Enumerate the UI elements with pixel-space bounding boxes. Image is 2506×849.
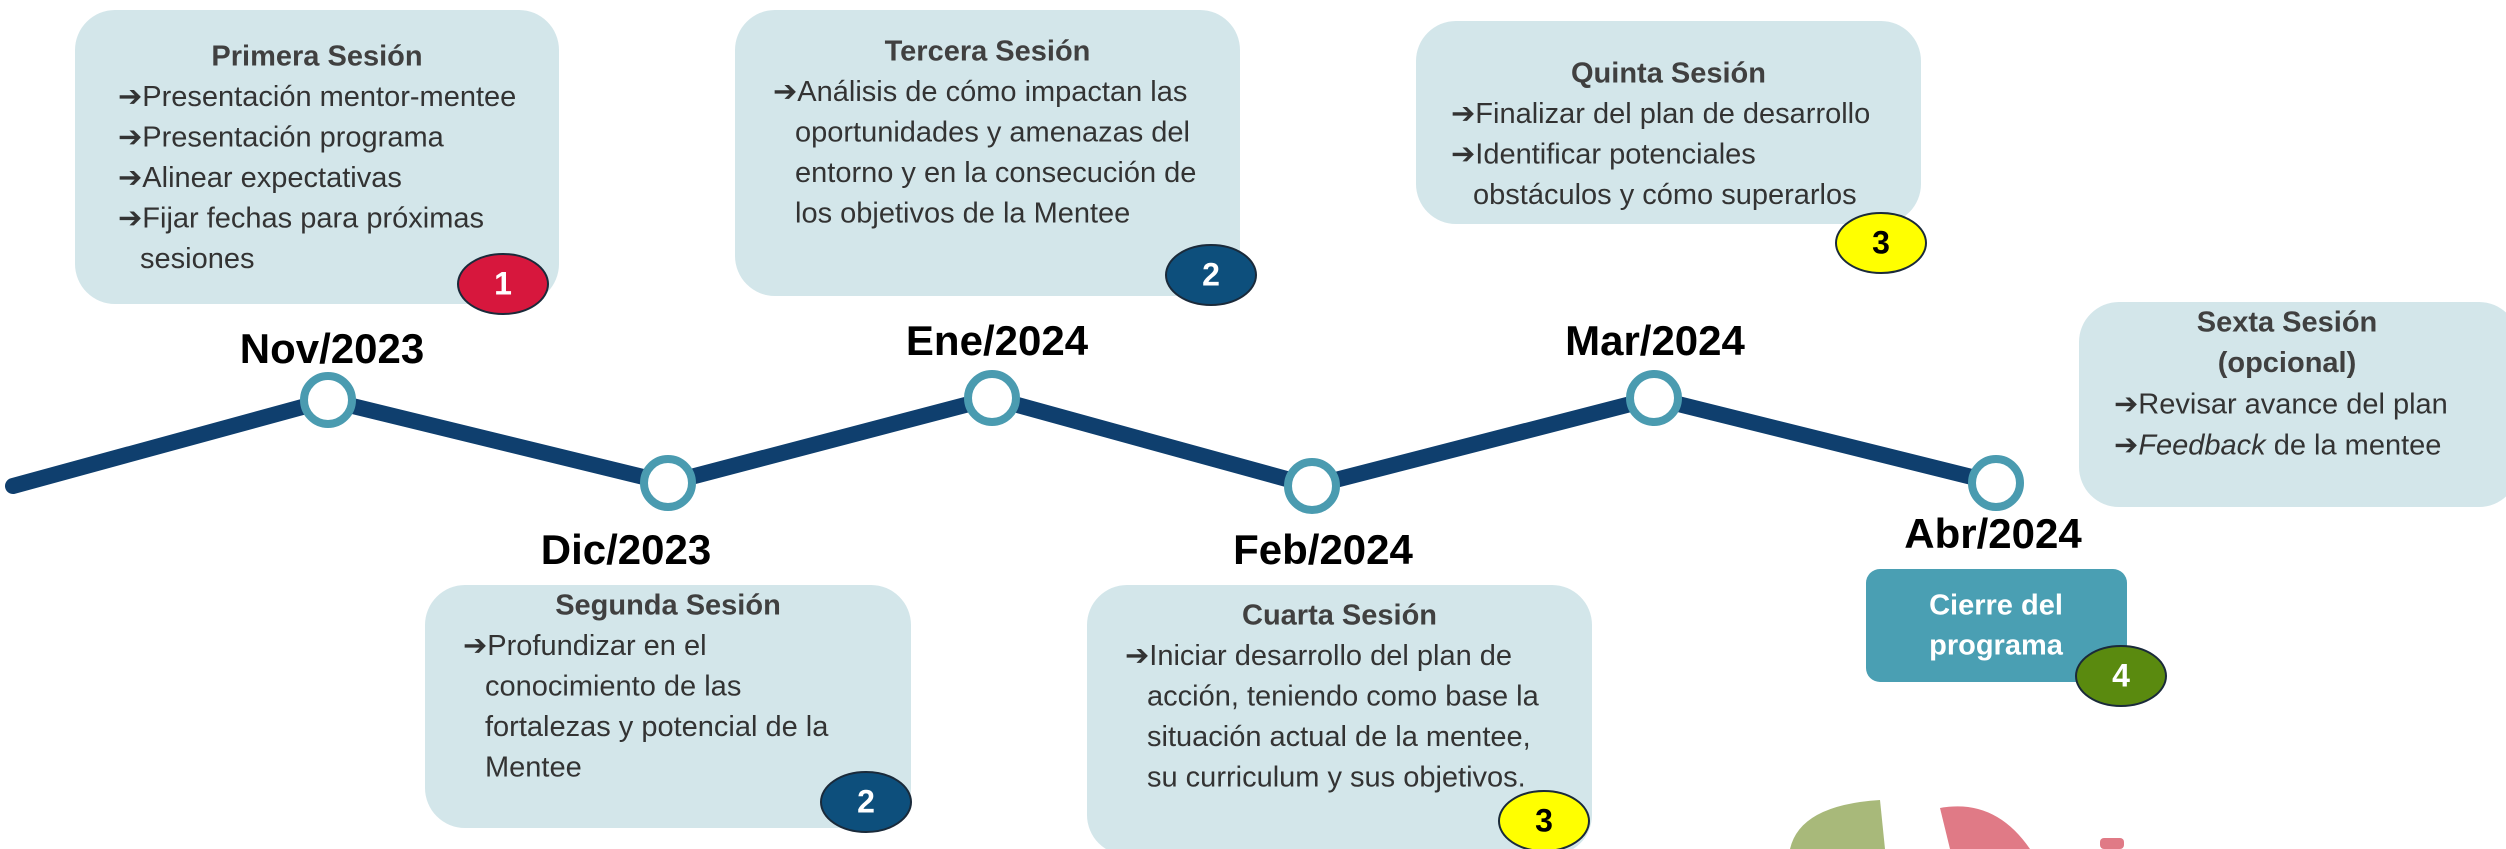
decoration bbox=[1790, 800, 1885, 849]
decoration bbox=[1940, 806, 2030, 849]
milestone bbox=[1284, 458, 1340, 514]
badge-number: 2 bbox=[857, 783, 875, 819]
session-item: Mentee bbox=[485, 752, 582, 784]
date-label: Ene/2024 bbox=[906, 317, 1089, 364]
session-item: conocimiento de las bbox=[485, 671, 741, 703]
session-item: ➔Identificar potenciales bbox=[1451, 139, 1756, 171]
badge bbox=[1835, 212, 1927, 274]
emphasis: Feedback bbox=[2138, 429, 2267, 461]
badge-number: 3 bbox=[1872, 224, 1890, 260]
badge-number: 1 bbox=[494, 265, 512, 301]
badge-number: 2 bbox=[1202, 256, 1220, 292]
session-title: Quinta Sesión bbox=[1571, 58, 1766, 90]
milestone bbox=[300, 372, 356, 428]
session-item: ➔Finalizar del plan de desarrollo bbox=[1451, 98, 1870, 130]
badge bbox=[2075, 645, 2167, 707]
session-title: Segunda Sesión bbox=[555, 590, 781, 622]
date-label: Feb/2024 bbox=[1233, 526, 1413, 573]
session-box bbox=[1087, 585, 1592, 849]
session-item: fortalezas y potencial de la bbox=[485, 711, 829, 743]
session-item: ➔Fijar fechas para próximas bbox=[118, 203, 484, 235]
badge bbox=[1165, 244, 1257, 306]
date-label: Abr/2024 bbox=[1904, 510, 2082, 557]
session-item: entorno y en la consecución de bbox=[795, 157, 1196, 189]
badge-number: 4 bbox=[2112, 657, 2130, 693]
session-title: (opcional) bbox=[2218, 347, 2357, 379]
date-label: Mar/2024 bbox=[1565, 317, 1745, 364]
session-item: ➔Feedback de la mentee bbox=[2114, 429, 2441, 461]
session-item: obstáculos y cómo superarlos bbox=[1473, 179, 1857, 211]
milestone bbox=[640, 455, 696, 511]
closing-text: Cierre del bbox=[1929, 590, 2063, 622]
item-text: de la mentee bbox=[2266, 429, 2442, 461]
decoration bbox=[2100, 838, 2124, 849]
session-item: ➔Análisis de cómo impactan las bbox=[773, 76, 1187, 108]
session-item: su curriculum y sus objetivos. bbox=[1147, 762, 1526, 794]
badge bbox=[820, 771, 912, 833]
session-item: sesiones bbox=[140, 243, 254, 275]
badge-number: 3 bbox=[1535, 802, 1553, 838]
closing-box bbox=[1866, 569, 2127, 682]
session-box bbox=[2079, 302, 2506, 507]
session-item: ➔Presentación programa bbox=[118, 122, 445, 154]
session-item: ➔Profundizar en el bbox=[463, 630, 707, 662]
date-label: Nov/2023 bbox=[240, 325, 424, 372]
session-item: acción, teniendo como base la bbox=[1147, 681, 1540, 713]
badge bbox=[1498, 790, 1590, 849]
badge bbox=[457, 253, 549, 315]
milestone bbox=[964, 370, 1020, 426]
session-item: ➔Revisar avance del plan bbox=[2114, 389, 2448, 421]
session-item: ➔Alinear expectativas bbox=[118, 162, 402, 194]
session-box bbox=[425, 585, 911, 828]
session-box bbox=[1416, 21, 1921, 224]
session-box bbox=[735, 10, 1240, 296]
date-label: Dic/2023 bbox=[541, 526, 711, 573]
session-item: ➔Presentación mentor-mentee bbox=[118, 81, 516, 113]
session-item: ➔Iniciar desarrollo del plan de bbox=[1125, 640, 1512, 672]
session-item: oportunidades y amenazas del bbox=[795, 117, 1190, 149]
session-box bbox=[75, 10, 559, 304]
session-title: Cuarta Sesión bbox=[1242, 600, 1437, 632]
session-item: situación actual de la mentee, bbox=[1147, 721, 1531, 753]
session-title: Sexta Sesión bbox=[2197, 307, 2378, 339]
arrow: ➔ bbox=[2114, 429, 2138, 461]
milestone bbox=[1968, 455, 2024, 511]
session-item: los objetivos de la Mentee bbox=[795, 198, 1130, 230]
closing-text: programa bbox=[1929, 630, 2064, 662]
session-title: Primera Sesión bbox=[211, 41, 422, 73]
milestone bbox=[1626, 370, 1682, 426]
session-title: Tercera Sesión bbox=[885, 36, 1091, 68]
